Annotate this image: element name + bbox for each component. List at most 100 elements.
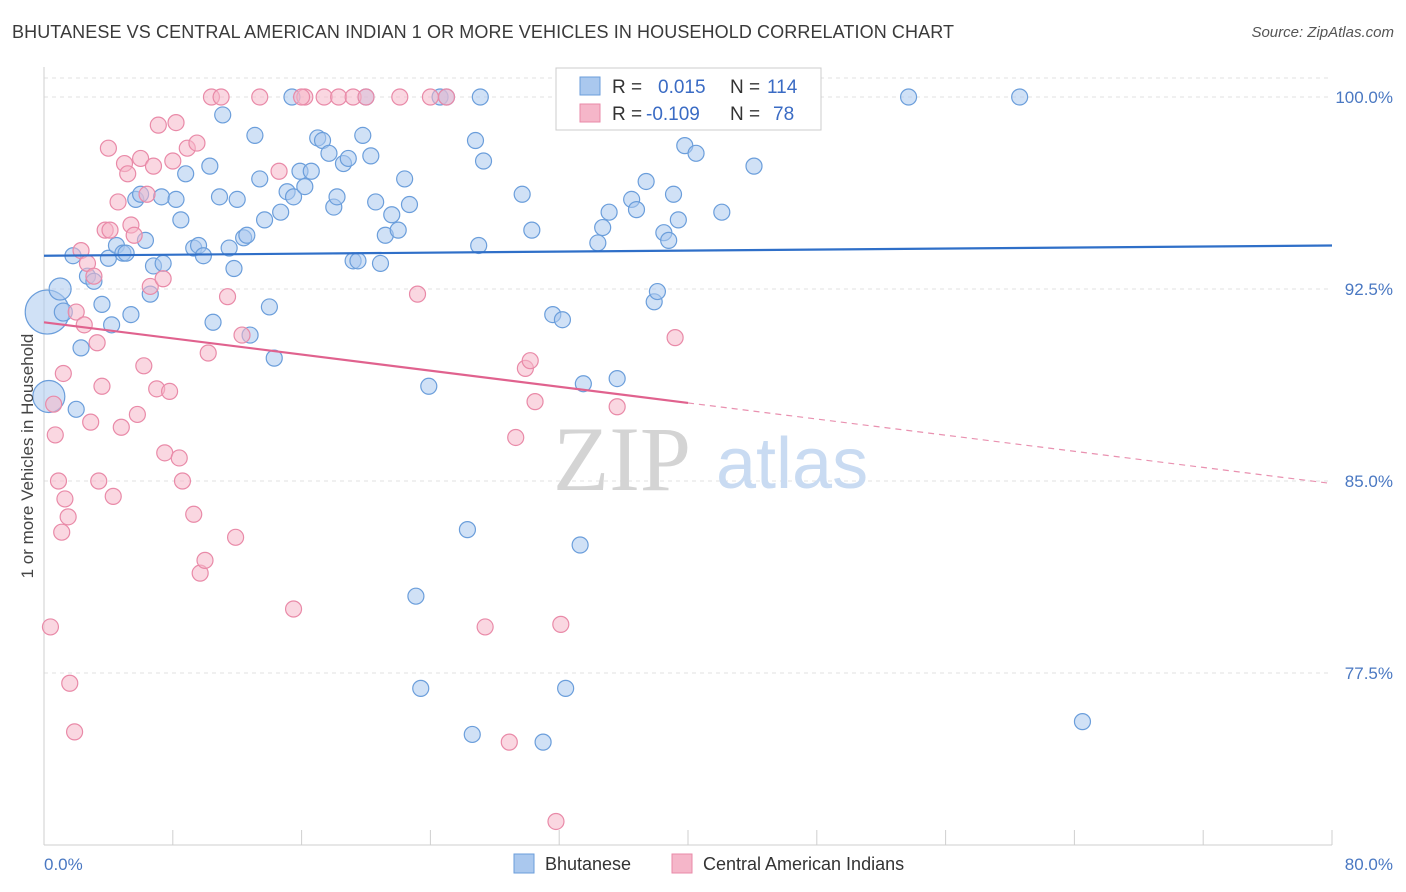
central-american-indians-point xyxy=(46,426,64,444)
central-american-indians-point xyxy=(547,812,565,831)
central-american-indians-point xyxy=(293,88,311,106)
grid-lines xyxy=(44,77,1332,674)
central-american-indians-point xyxy=(185,505,203,523)
central-american-indians-point xyxy=(173,472,192,490)
central-american-indians-point xyxy=(156,444,174,462)
bhutanese-point xyxy=(260,298,278,316)
central-american-indians-point xyxy=(135,357,153,375)
bhutanese-point xyxy=(637,172,655,191)
bhutanese-point xyxy=(284,188,303,206)
central-american-indians-point xyxy=(41,618,60,636)
bhutanese-point xyxy=(687,144,705,162)
bhutanese-point xyxy=(302,162,320,180)
bhutanese-point xyxy=(214,106,232,124)
central-american-indians-point xyxy=(109,193,127,211)
bhutanese-point xyxy=(466,131,485,150)
central-american-indians-point xyxy=(357,88,375,106)
central-american-indians-point xyxy=(160,382,179,400)
source-credit: Source: ZipAtlas.com xyxy=(1251,24,1394,41)
regression-lines xyxy=(43,244,1333,485)
central-american-indians-point xyxy=(128,405,146,424)
central-american-indians-point xyxy=(666,329,684,347)
central-american-indians-point xyxy=(284,600,303,618)
axes xyxy=(43,67,1333,846)
central-american-indians-point xyxy=(188,134,206,152)
bhutanese-point xyxy=(103,316,121,334)
legend-r-value-central-american-indians: -0.109 xyxy=(646,104,700,125)
central-american-indians-point xyxy=(75,316,93,334)
central-american-indians-point xyxy=(408,285,427,303)
bhutanese-point xyxy=(354,126,372,144)
central-american-indians-point xyxy=(104,487,122,505)
central-american-indians-point xyxy=(149,116,167,134)
bhutanese-point xyxy=(669,211,687,229)
bottom-legend-label-central-american-indians: Central American Indians xyxy=(703,854,904,874)
bhutanese-point xyxy=(177,165,195,183)
central-american-indians-point xyxy=(167,113,185,132)
y-tick-label-3: 77.5% xyxy=(1345,664,1393,683)
bottom-legend-swatch-bhutanese xyxy=(513,853,535,874)
bhutanese-point xyxy=(117,244,135,262)
stats-legend: R = 0.015 N = 114 R = -0.109 N = 78 xyxy=(555,67,822,131)
x-tick-label-max: 80.0% xyxy=(1345,855,1393,874)
central-american-indians-point xyxy=(330,88,348,106)
legend-r-value-bhutanese: 0.015 xyxy=(658,77,706,98)
bhutanese-point xyxy=(67,400,85,418)
central-american-indians-point xyxy=(144,157,163,175)
central-american-indians-point xyxy=(437,88,456,106)
bhutanese-point xyxy=(204,313,222,331)
bhutanese-point xyxy=(553,311,572,329)
central-american-indians-point xyxy=(476,618,494,636)
chart-title: BHUTANESE VS CENTRAL AMERICAN INDIAN 1 O… xyxy=(12,22,955,42)
bhutanese-point xyxy=(396,170,414,188)
bhutanese-point xyxy=(420,377,438,395)
central-american-indians-point xyxy=(82,413,100,431)
central-american-indians-point xyxy=(49,472,68,490)
central-american-indians-point xyxy=(56,490,74,508)
bhutanese-point xyxy=(362,147,380,165)
bhutanese-point xyxy=(513,185,531,203)
bhutanese-point xyxy=(210,188,229,206)
bottom-legend-swatch-central-american-indians xyxy=(671,853,693,874)
bhutanese-point xyxy=(201,157,219,175)
bhutanese-point xyxy=(320,144,338,162)
central-american-indians-regression-extension xyxy=(687,402,1333,485)
central-american-indians-point xyxy=(521,352,539,370)
bhutanese-point xyxy=(534,733,552,751)
bhutanese-point xyxy=(474,152,493,170)
bhutanese-point xyxy=(412,679,430,697)
central-american-indians-point xyxy=(45,395,63,413)
bhutanese-point xyxy=(93,295,111,313)
bhutanese-point xyxy=(272,203,290,221)
central-american-indians-point xyxy=(526,393,544,411)
bhutanese-point xyxy=(589,234,607,252)
central-american-indians-point xyxy=(196,551,214,569)
bhutanese-point xyxy=(154,254,172,272)
watermark: ZIP atlas xyxy=(553,408,868,510)
bhutanese-point xyxy=(627,201,646,219)
bhutanese-point xyxy=(713,203,731,221)
bhutanese-point xyxy=(608,370,626,388)
y-axis-title: 1 or more Vehicles in Household xyxy=(18,334,37,579)
central-american-indians-point xyxy=(218,288,237,306)
bhutanese-point xyxy=(152,188,171,206)
central-american-indians-point xyxy=(119,165,137,183)
central-american-indians-point xyxy=(212,88,230,106)
central-american-indians-points xyxy=(41,88,684,831)
bhutanese-point xyxy=(557,679,575,697)
central-american-indians-point xyxy=(421,88,439,106)
bhutanese-point xyxy=(339,149,357,168)
legend-n-value-bhutanese: 114 xyxy=(767,77,798,98)
central-american-indians-point xyxy=(101,221,119,239)
watermark-zip: ZIP xyxy=(553,408,691,510)
central-american-indians-point xyxy=(170,449,188,467)
bhutanese-point xyxy=(523,221,541,239)
bhutanese-point xyxy=(194,247,212,265)
central-american-indians-point xyxy=(154,270,172,288)
central-american-indians-point xyxy=(53,523,71,541)
central-american-indians-point xyxy=(315,88,333,106)
bhutanese-point xyxy=(367,193,385,211)
central-american-indians-point xyxy=(199,344,217,362)
central-american-indians-point xyxy=(112,418,130,436)
